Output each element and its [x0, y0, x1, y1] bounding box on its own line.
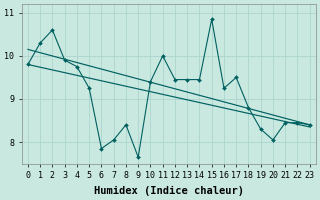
X-axis label: Humidex (Indice chaleur): Humidex (Indice chaleur) [94, 186, 244, 196]
